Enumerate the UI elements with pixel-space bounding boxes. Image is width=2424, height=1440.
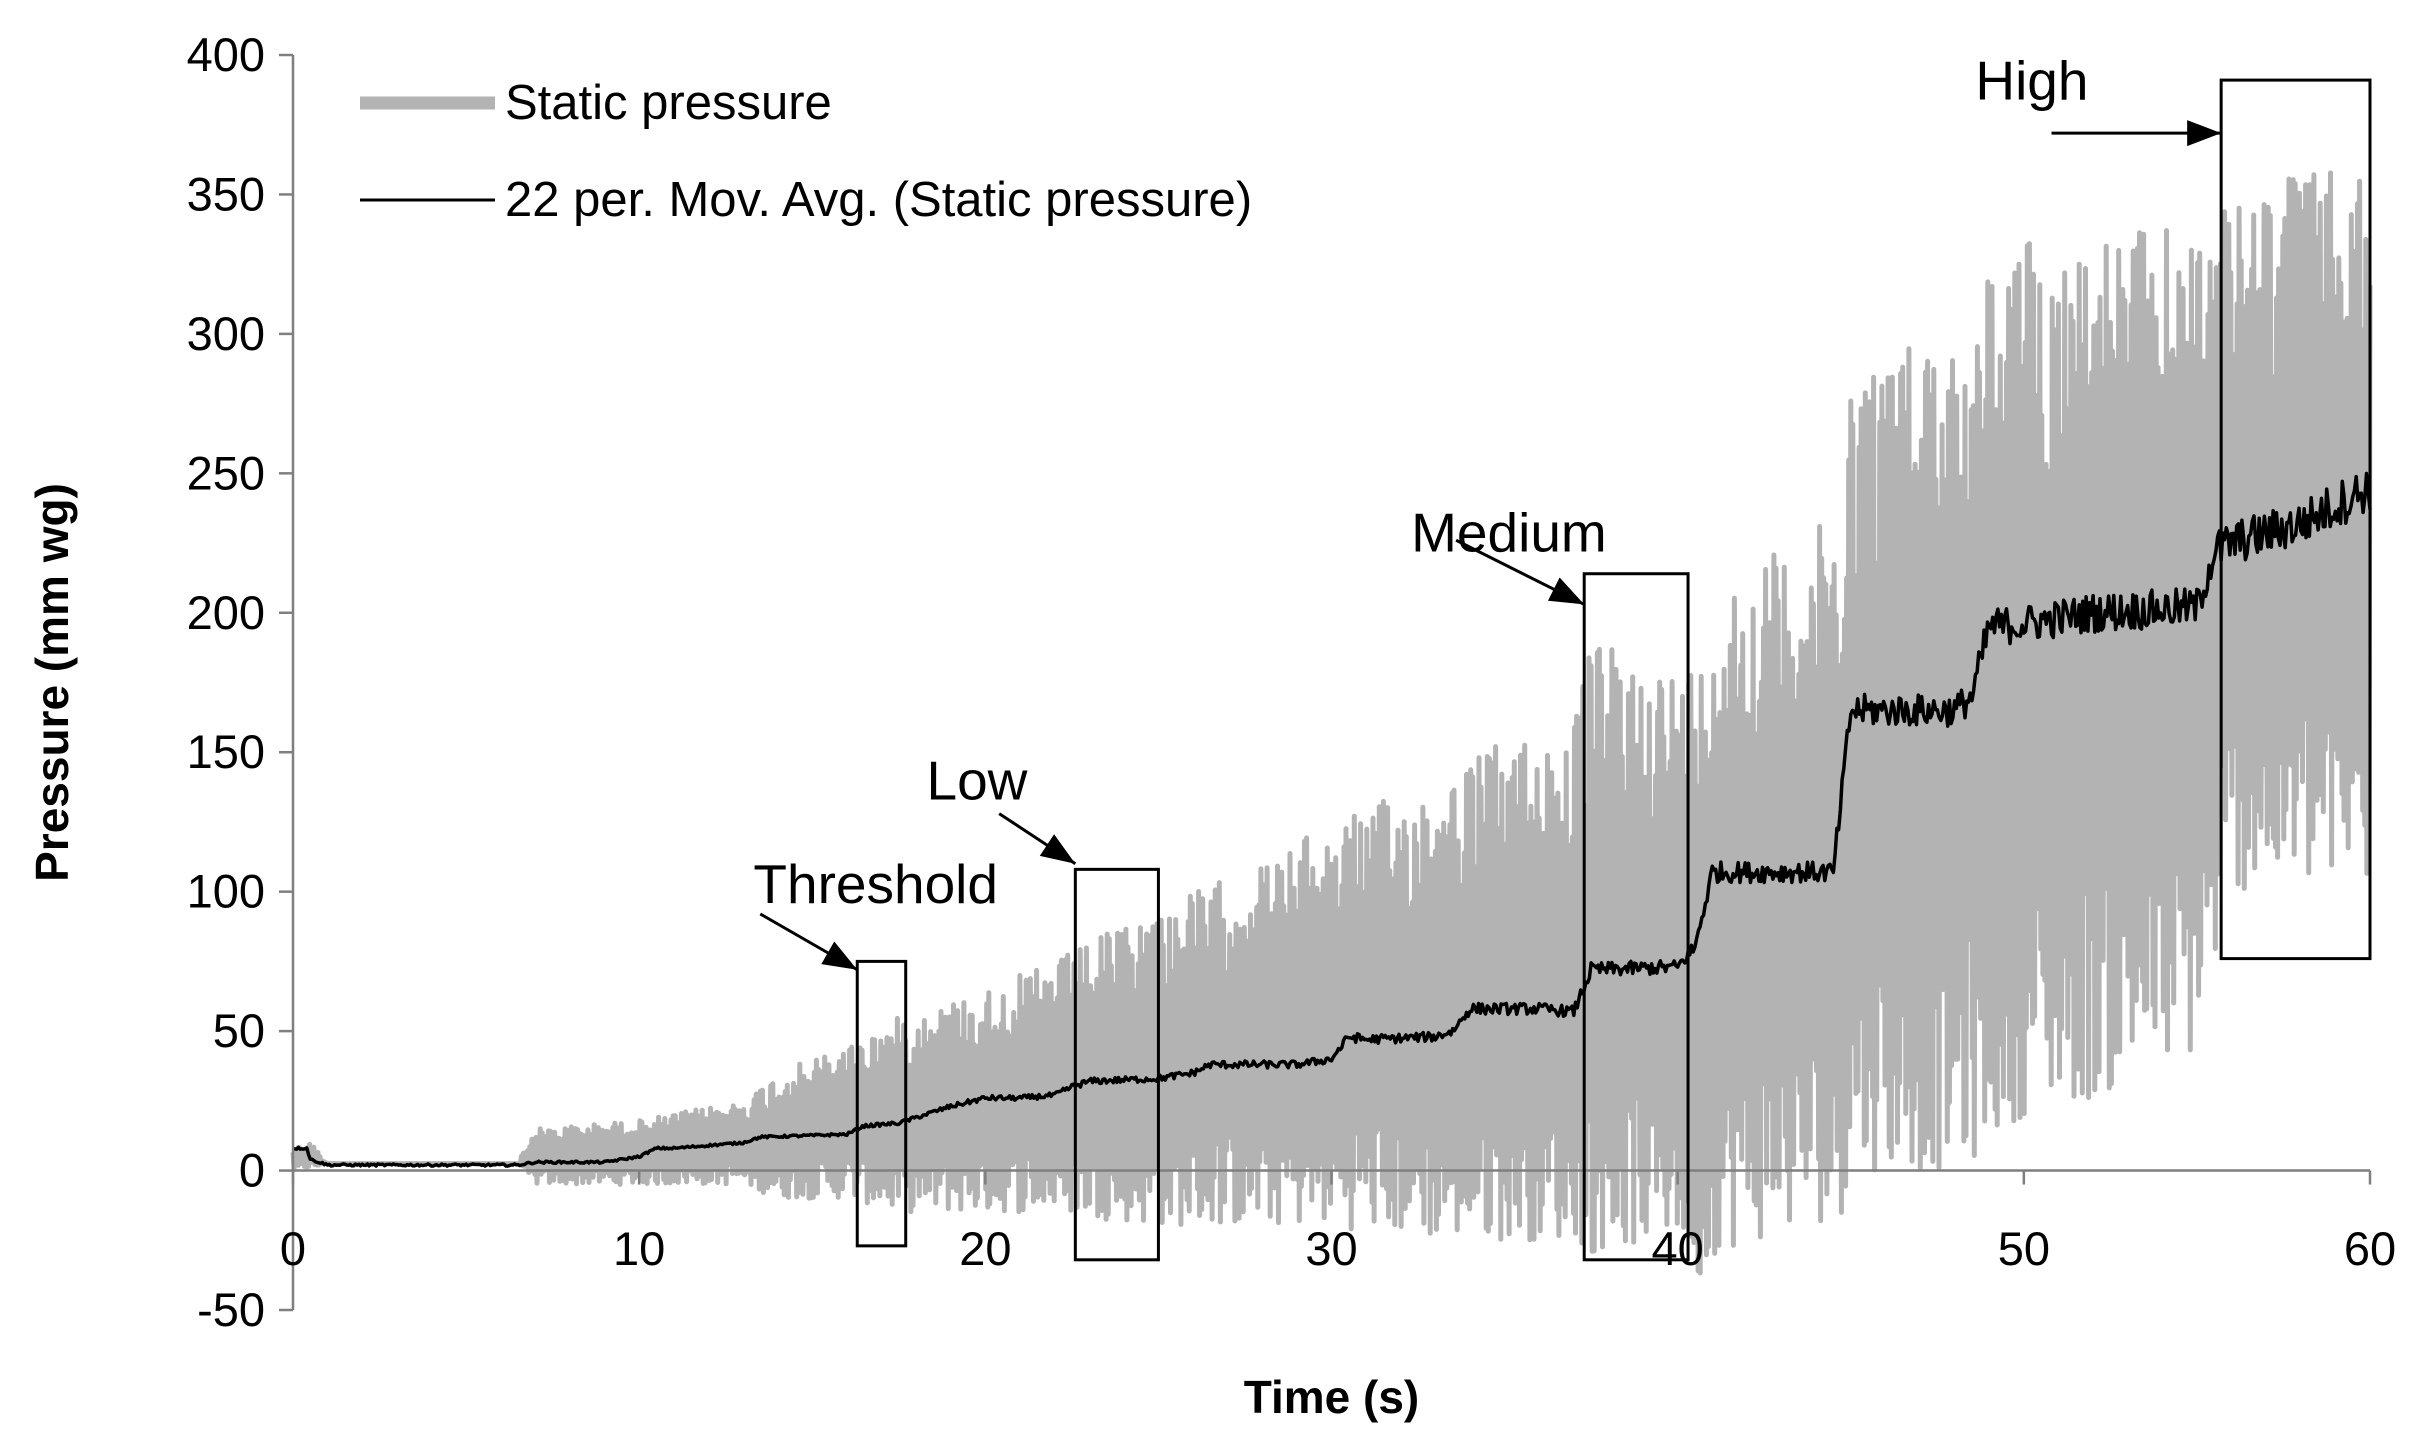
annotation-arrowhead-medium <box>1547 577 1585 605</box>
x-tick-label: 0 <box>280 1222 306 1275</box>
annotation-box-threshold <box>855 959 908 1248</box>
moving-average-line <box>292 471 2372 1168</box>
y-tick-label: 350 <box>187 167 265 220</box>
y-tick-label: 200 <box>187 586 265 639</box>
annotation-box-low <box>1073 867 1160 1262</box>
x-tick-label: 30 <box>1305 1222 1357 1275</box>
annotation-arrowhead-high <box>2187 120 2222 147</box>
y-tick-label: -50 <box>197 1283 265 1336</box>
axes: -50 0 50 100 150 200 250 300 350 400 0 10 20 30 40 50 60 <box>187 28 2397 1336</box>
x-axis-title: Time (s) <box>1244 1371 1420 1423</box>
y-tick-label: 150 <box>187 725 265 778</box>
y-tick-label: 100 <box>187 865 265 918</box>
y-axis-title: Pressure (mm wg) <box>26 483 78 882</box>
annotation-arrowhead-threshold <box>821 941 858 970</box>
x-tick-label: 50 <box>1998 1222 2050 1275</box>
y-tick-label: 400 <box>187 28 265 81</box>
y-tick-label: 250 <box>187 446 265 499</box>
annotation-label-threshold: Threshold <box>753 853 998 915</box>
x-tick-label: 10 <box>613 1222 665 1275</box>
annotation-label-low: Low <box>926 750 1027 812</box>
legend: Static pressure 22 per. Mov. Avg. (Stati… <box>360 76 1252 227</box>
annotation-label-medium: Medium <box>1411 501 1607 563</box>
annotation-box-high <box>2219 78 2372 961</box>
y-tick-label: 300 <box>187 307 265 360</box>
y-tick-label: 0 <box>239 1144 265 1197</box>
legend-label-static-pressure: Static pressure <box>505 76 832 130</box>
annotation-arrowhead-low <box>1039 834 1076 864</box>
annotation-box-medium <box>1582 572 1690 1262</box>
y-tick-label: 50 <box>213 1004 265 1057</box>
x-tick-label: 20 <box>959 1222 1011 1275</box>
legend-label-moving-average: 22 per. Mov. Avg. (Static pressure) <box>505 173 1252 227</box>
annotations: Threshold Low Medium High <box>753 50 2372 1262</box>
annotation-label-high: High <box>1975 50 2088 112</box>
x-tick-label: 40 <box>1652 1222 1704 1275</box>
x-tick-label: 60 <box>2344 1222 2396 1275</box>
moving-average-series <box>292 471 2372 1168</box>
